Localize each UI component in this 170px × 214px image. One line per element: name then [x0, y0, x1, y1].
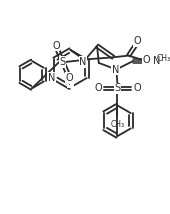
- Text: CH₃: CH₃: [157, 54, 170, 63]
- Text: O: O: [66, 73, 73, 83]
- Text: F: F: [68, 77, 73, 87]
- Text: O: O: [94, 83, 102, 94]
- Text: S: S: [114, 83, 121, 94]
- Text: O: O: [133, 36, 141, 46]
- Text: O: O: [143, 55, 150, 65]
- Text: N: N: [48, 73, 55, 83]
- Text: N: N: [153, 56, 160, 66]
- Text: O: O: [133, 83, 141, 94]
- Text: S: S: [60, 57, 66, 67]
- Text: N: N: [112, 65, 120, 75]
- Text: O: O: [52, 41, 60, 51]
- Text: N: N: [79, 57, 87, 67]
- Text: CH₃: CH₃: [110, 120, 125, 129]
